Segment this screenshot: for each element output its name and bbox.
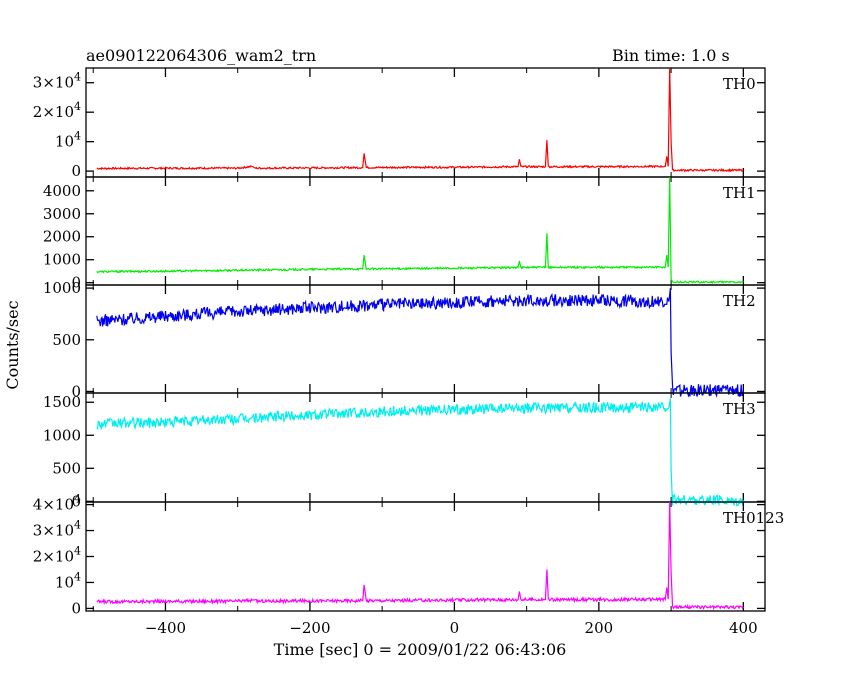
- y-tick-label: 500: [52, 459, 81, 477]
- x-tick-label: −400: [145, 619, 186, 637]
- y-tick-label-base: 10: [55, 573, 74, 591]
- y-tick-label: 1000: [43, 426, 81, 444]
- panel-th2: 0 500 1000 TH2: [43, 279, 766, 400]
- y-tick-label: 104: [55, 570, 81, 591]
- panel-th3: 0 500 1000 1500 TH3: [43, 392, 766, 510]
- panel-label: TH0: [723, 75, 756, 93]
- panel-label: TH2: [723, 292, 756, 310]
- series-line-th1: [96, 176, 744, 285]
- y-tick-label-base: 4×10: [33, 496, 74, 514]
- y-tick-label-base: 3000: [43, 205, 81, 223]
- panel-label: TH3: [723, 400, 756, 418]
- y-tick-label: 0: [71, 599, 81, 617]
- bin-time-label: Bin time: 1.0 s: [612, 46, 730, 65]
- x-axis-label: Time [sec] 0 = 2009/01/22 06:43:06: [274, 640, 567, 659]
- series-line-th0: [96, 67, 744, 173]
- x-tick-label: 0: [450, 619, 460, 637]
- y-tick-label-exponent: 4: [74, 130, 81, 143]
- panel-th1: 0 1000 2000 3000 4000 TH1: [43, 176, 766, 292]
- y-tick-label-exponent: 4: [74, 519, 81, 532]
- y-tick-label-base: 4000: [43, 182, 81, 200]
- y-tick-label-base: 1000: [43, 251, 81, 269]
- y-tick-label-base: 500: [52, 331, 81, 349]
- y-tick-label: 0: [71, 274, 81, 292]
- y-tick-label-base: 0: [71, 599, 81, 617]
- y-tick-label-base: 1000: [43, 426, 81, 444]
- y-tick-label-base: 0: [71, 162, 81, 180]
- y-tick-label-base: 2×10: [33, 548, 74, 566]
- y-tick-label-exponent: 4: [74, 71, 81, 84]
- panel-label: TH0123: [723, 509, 784, 527]
- series-line-th3: [96, 398, 744, 507]
- y-tick-label: 3×104: [33, 519, 81, 540]
- panel-frame: [85, 501, 766, 612]
- y-tick-label: 3000: [43, 205, 81, 223]
- y-tick-label-base: 3×10: [33, 522, 74, 540]
- y-tick-label-base: 0: [71, 274, 81, 292]
- y-tick-label: 4000: [43, 182, 81, 200]
- y-tick-label-base: 1000: [43, 279, 81, 297]
- y-tick-label: 2000: [43, 228, 81, 246]
- y-tick-label: 0: [71, 162, 81, 180]
- y-tick-label: 1500: [43, 393, 81, 411]
- x-tick-label: 200: [585, 619, 614, 637]
- y-tick-label: 2×104: [33, 545, 81, 566]
- chart-title: ae090122064306_wam2_trn: [86, 46, 317, 65]
- y-tick-label: 2×104: [33, 100, 81, 121]
- y-tick-label-exponent: 4: [74, 100, 81, 113]
- x-tick-label: 400: [729, 619, 758, 637]
- y-tick-label: 1000: [43, 279, 81, 297]
- y-tick-label-base: 1500: [43, 393, 81, 411]
- y-tick-label: 1000: [43, 251, 81, 269]
- y-tick-label: 0: [71, 492, 81, 510]
- y-tick-label: 500: [52, 331, 81, 349]
- y-tick-label: 4×104: [33, 493, 81, 514]
- y-tick-label-base: 10: [55, 133, 74, 151]
- y-tick-label-base: 0: [71, 492, 81, 510]
- x-tick-label: −200: [289, 619, 330, 637]
- panel-frame: [85, 67, 766, 178]
- y-tick-label-base: 0: [71, 382, 81, 400]
- y-tick-label: 0: [71, 382, 81, 400]
- y-axis-label: Counts/sec: [3, 300, 22, 389]
- series-line-th2: [96, 288, 744, 399]
- y-tick-label-exponent: 4: [74, 545, 81, 558]
- y-tick-label-exponent: 4: [74, 570, 81, 583]
- panel-label: TH1: [723, 184, 756, 202]
- y-tick-label-exponent: 4: [74, 493, 81, 506]
- y-tick-label: 3×104: [33, 71, 81, 92]
- y-tick-label-base: 2×10: [33, 103, 74, 121]
- y-tick-label-base: 3×10: [33, 74, 74, 92]
- series-line-th0123: [96, 501, 744, 611]
- y-tick-label-base: 2000: [43, 228, 81, 246]
- y-tick-label-base: 500: [52, 459, 81, 477]
- y-tick-label: 104: [55, 130, 81, 151]
